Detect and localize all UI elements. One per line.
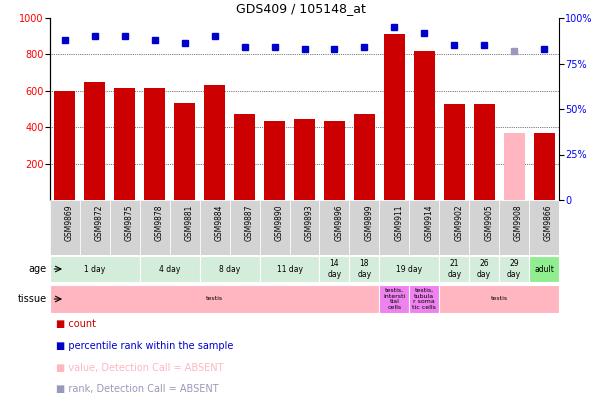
Text: GSM9869: GSM9869 xyxy=(65,204,74,241)
Text: ■ value, Detection Call = ABSENT: ■ value, Detection Call = ABSENT xyxy=(56,362,224,373)
Text: 29
day: 29 day xyxy=(507,259,521,279)
Text: GSM9899: GSM9899 xyxy=(364,204,373,241)
Text: GSM9890: GSM9890 xyxy=(275,204,284,241)
Bar xyxy=(534,133,555,200)
Bar xyxy=(50,285,379,313)
Text: 19 day: 19 day xyxy=(396,265,423,274)
Bar xyxy=(499,256,529,282)
Bar xyxy=(439,256,469,282)
Bar xyxy=(409,200,439,255)
Text: testis,
tubula
r soma
tic cells: testis, tubula r soma tic cells xyxy=(412,288,436,310)
Text: GSM9872: GSM9872 xyxy=(95,204,104,241)
Bar xyxy=(379,285,409,313)
Bar xyxy=(174,103,195,200)
Text: GSM9881: GSM9881 xyxy=(185,204,194,241)
Text: 8 day: 8 day xyxy=(219,265,240,274)
Text: GSM9878: GSM9878 xyxy=(155,204,164,241)
Text: 21
day: 21 day xyxy=(447,259,462,279)
Text: GSM9908: GSM9908 xyxy=(514,204,523,241)
Bar xyxy=(260,256,320,282)
Bar xyxy=(474,103,495,200)
Text: ■ percentile rank within the sample: ■ percentile rank within the sample xyxy=(56,341,233,351)
Text: 11 day: 11 day xyxy=(276,265,302,274)
Bar xyxy=(379,200,409,255)
Bar xyxy=(290,200,320,255)
Bar xyxy=(294,119,315,200)
Bar xyxy=(140,200,169,255)
Text: tissue: tissue xyxy=(18,294,47,304)
Bar xyxy=(439,285,559,313)
Text: age: age xyxy=(29,264,47,274)
Text: GDS409 / 105148_at: GDS409 / 105148_at xyxy=(236,2,365,15)
Bar xyxy=(444,105,465,200)
Text: GSM9887: GSM9887 xyxy=(245,204,254,241)
Text: 14
day: 14 day xyxy=(328,259,341,279)
Bar xyxy=(320,256,349,282)
Bar xyxy=(384,34,405,200)
Bar xyxy=(349,200,379,255)
Bar xyxy=(499,200,529,255)
Bar xyxy=(469,256,499,282)
Bar xyxy=(80,200,110,255)
Bar xyxy=(144,88,165,200)
Bar xyxy=(200,256,260,282)
Bar xyxy=(504,133,525,200)
Bar xyxy=(50,256,140,282)
Text: GSM9911: GSM9911 xyxy=(394,204,403,241)
Bar xyxy=(469,200,499,255)
Bar xyxy=(439,200,469,255)
Bar xyxy=(413,51,435,200)
Bar xyxy=(140,256,200,282)
Text: GSM9905: GSM9905 xyxy=(484,204,493,241)
Text: 26
day: 26 day xyxy=(477,259,491,279)
Text: GSM9866: GSM9866 xyxy=(544,204,553,241)
Bar xyxy=(320,200,349,255)
Text: ■ count: ■ count xyxy=(56,319,96,329)
Bar xyxy=(230,200,260,255)
Bar xyxy=(114,88,135,200)
Bar xyxy=(55,91,76,200)
Bar xyxy=(110,200,140,255)
Text: testis: testis xyxy=(490,297,508,301)
Bar xyxy=(264,121,285,200)
Text: 1 day: 1 day xyxy=(84,265,106,274)
Bar xyxy=(84,82,105,200)
Text: GSM9875: GSM9875 xyxy=(125,204,134,241)
Bar xyxy=(529,200,559,255)
Text: GSM9884: GSM9884 xyxy=(215,204,224,241)
Bar xyxy=(409,285,439,313)
Bar xyxy=(260,200,290,255)
Bar xyxy=(354,114,375,200)
Text: adult: adult xyxy=(534,265,554,274)
Bar xyxy=(204,86,225,200)
Text: GSM9896: GSM9896 xyxy=(334,204,343,241)
Bar xyxy=(324,121,345,200)
Bar xyxy=(234,114,255,200)
Text: GSM9914: GSM9914 xyxy=(424,204,433,241)
Text: 18
day: 18 day xyxy=(358,259,371,279)
Text: GSM9902: GSM9902 xyxy=(454,204,463,241)
Text: 4 day: 4 day xyxy=(159,265,180,274)
Text: testis,
intersti
tial
cells: testis, intersti tial cells xyxy=(383,288,406,310)
Text: ■ rank, Detection Call = ABSENT: ■ rank, Detection Call = ABSENT xyxy=(56,384,219,394)
Text: testis: testis xyxy=(206,297,223,301)
Bar xyxy=(200,200,230,255)
Bar xyxy=(379,256,439,282)
Text: GSM9893: GSM9893 xyxy=(305,204,314,241)
Bar xyxy=(349,256,379,282)
Bar xyxy=(529,256,559,282)
Bar xyxy=(50,200,80,255)
Bar xyxy=(169,200,200,255)
